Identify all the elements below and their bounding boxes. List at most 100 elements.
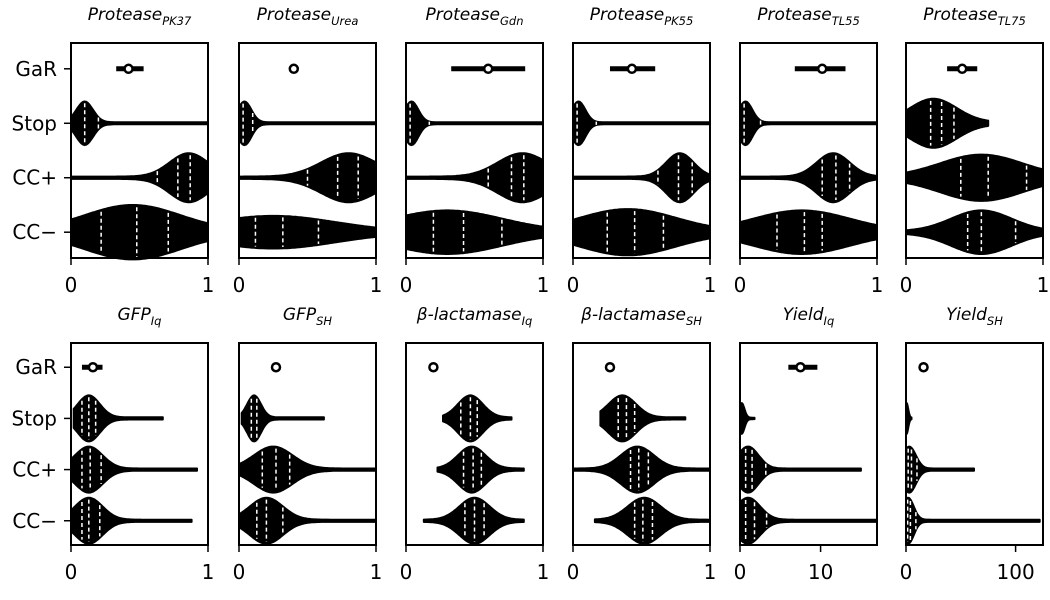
violin-cc [238, 496, 377, 545]
panel-frame [405, 342, 544, 546]
y-tick-label-gar: GaR [15, 355, 57, 379]
violin-stop [238, 100, 377, 147]
violin-cc [905, 209, 1044, 255]
gar-mean-marker [626, 63, 638, 75]
violin-stop [739, 402, 756, 435]
violin-cc [739, 496, 878, 545]
panel-title-main: Protease [923, 5, 998, 25]
violin-stop [905, 402, 913, 435]
x-tick-label: 1 [704, 560, 717, 584]
panel-title-main: β-lactamase [580, 305, 686, 325]
violin-cc [905, 445, 975, 494]
panel-title: β-lactamaseSH [580, 305, 702, 328]
violin-stop [405, 100, 544, 147]
violin-cc [405, 209, 544, 255]
x-tick-label: 0 [400, 560, 413, 584]
panel-frame [70, 42, 209, 259]
x-tick-label: 0 [734, 560, 747, 584]
panel-title: ProteaseTL75 [923, 5, 1026, 28]
panel-title: YieldSH [946, 305, 1003, 328]
panel-lactamase-sh: β-lactamaseSH 0 1 [567, 305, 717, 584]
panel-title-subscript: TL75 [998, 14, 1026, 28]
x-tick-label: 0 [734, 273, 747, 297]
panel-title-subscript: Iq [151, 314, 162, 328]
violin-cc [70, 152, 209, 204]
violin-stop [599, 394, 687, 443]
gar-mean-marker [482, 63, 494, 75]
panel-title-subscript: PK55 [664, 14, 693, 28]
violin-cc [70, 445, 198, 494]
panel-frame [238, 342, 377, 546]
panel-protease-urea: ProteaseUrea 0 1 [233, 5, 383, 297]
violin-cc [739, 152, 878, 204]
panel-title: ProteaseUrea [257, 5, 359, 28]
panel-gfp-sh: GFPSH 0 1 [233, 305, 383, 584]
x-tick-label: 1 [202, 273, 215, 297]
panel-title-subscript: SH [316, 314, 332, 328]
panel-title-main: Protease [88, 5, 163, 25]
panel-title: β-lactamaseIq [416, 305, 533, 328]
panel-frame [739, 42, 878, 259]
x-tick-label: 0 [233, 560, 246, 584]
violin-cc [905, 153, 1044, 202]
panel-protease-tl55: ProteaseTL55 0 1 [734, 5, 884, 297]
panel-frame [405, 42, 544, 259]
violin-stop [572, 100, 711, 147]
panel-title-main: Protease [257, 5, 332, 25]
gar-mean-marker [816, 63, 828, 75]
panel-title: GFPSH [283, 305, 333, 328]
y-tick-label-cc: CC+ [12, 458, 57, 482]
x-tick-label: 1 [370, 273, 383, 297]
panel-protease-pk37: ProteasePK37 0 1 GaR Stop CC+ CC− [12, 5, 215, 297]
panel-title: ProteasePK55 [590, 5, 694, 28]
y-tick-label-cc: CC− [12, 220, 57, 244]
x-tick-label: 100 [997, 560, 1035, 584]
x-tick-label: 1 [537, 560, 550, 584]
panel-title-subscript: TL55 [832, 14, 860, 28]
violin-cc [572, 152, 711, 204]
panel-title: ProteaseGdn [426, 5, 524, 28]
violin-cc [572, 445, 711, 494]
violin-cc [572, 208, 711, 257]
panel-title-main: GFP [283, 305, 317, 325]
x-tick-label: 0 [400, 273, 413, 297]
gar-mean-marker [956, 63, 968, 75]
panel-lactamase-iq: β-lactamaseIq 0 1 [400, 305, 550, 584]
panel-title-main: β-lactamase [416, 305, 522, 325]
panel-frame [905, 342, 1044, 546]
panel-gfp-iq: GFPIq 0 1 GaR Stop CC+ CC− [12, 305, 215, 584]
panel-title-main: Yield [946, 305, 987, 325]
x-tick-label: 0 [65, 560, 78, 584]
violin-cc [70, 204, 209, 261]
gar-mean-marker [918, 361, 929, 373]
violin-cc [238, 214, 377, 250]
violin-cc [739, 445, 862, 494]
gar-mean-marker [604, 361, 616, 373]
violin-cc [405, 152, 544, 204]
gar-mean-marker [288, 63, 300, 75]
panel-frame [572, 342, 711, 546]
violin-cc [905, 496, 1041, 545]
y-tick-label-gar: GaR [15, 57, 57, 81]
panel-title-subscript: SH [686, 314, 702, 328]
panel-title-subscript: Iq [522, 314, 533, 328]
gar-mean-marker [123, 63, 134, 75]
panel-title-main: Yield [783, 305, 824, 325]
violin-stop [442, 394, 513, 443]
x-tick-label: 1 [1037, 273, 1050, 297]
x-tick-label: 0 [65, 273, 78, 297]
panel-yield-sh: YieldSH 0 100 [900, 305, 1044, 584]
panel-title-subscript: PK37 [162, 14, 192, 28]
y-tick-label-cc: CC+ [12, 166, 57, 190]
panel-title-main: GFP [118, 305, 152, 325]
panel-protease-pk55: ProteasePK55 0 1 [567, 5, 717, 297]
panel-frame [572, 42, 711, 259]
panel-title-subscript: SH [987, 314, 1003, 328]
violin-stop [72, 394, 164, 443]
x-tick-label: 0 [567, 560, 580, 584]
panel-protease-tl75: ProteaseTL75 0 1 [900, 5, 1050, 297]
x-tick-label: 0 [900, 273, 913, 297]
panel-title-subscript: Gdn [500, 14, 524, 28]
